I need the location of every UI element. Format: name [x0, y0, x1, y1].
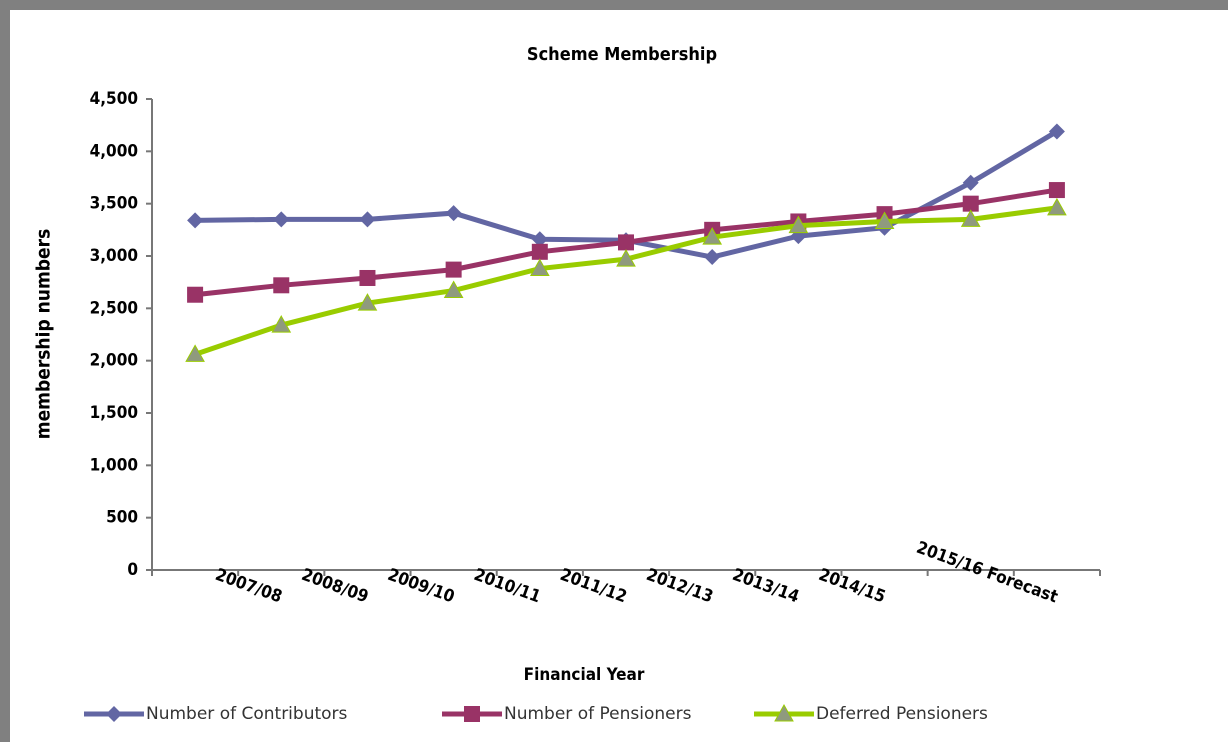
y-axis-label: membership numbers [33, 229, 55, 439]
y-tick-label: 3,500 [90, 194, 138, 214]
marker [359, 269, 376, 286]
marker [187, 212, 204, 229]
y-tick-label: 500 [106, 508, 138, 528]
marker [774, 703, 794, 722]
legend-label: Number of Contributors [146, 704, 348, 724]
marker [271, 315, 292, 333]
y-tick-label: 2,500 [90, 298, 138, 318]
y-tick-label: 1,500 [90, 403, 138, 423]
marker [960, 209, 981, 227]
marker [187, 286, 204, 303]
y-tick-label: 2,000 [90, 351, 138, 371]
x-tick-label: 2009/10 [385, 565, 457, 608]
marker [273, 277, 290, 294]
marker [962, 174, 979, 191]
legend-label: Deferred Pensioners [816, 704, 988, 724]
marker [443, 280, 464, 299]
marker [962, 195, 979, 212]
marker [1048, 123, 1065, 140]
marker [874, 211, 895, 229]
marker [359, 211, 376, 228]
chart-title: Scheme Membership [527, 44, 717, 65]
y-tick-label: 1,000 [90, 455, 138, 475]
legend-label: Number of Pensioners [504, 704, 692, 724]
marker [788, 215, 809, 234]
x-tick-label: 2011/12 [557, 565, 629, 608]
marker [1047, 197, 1067, 216]
marker [357, 293, 378, 311]
marker [464, 706, 480, 722]
marker [704, 249, 721, 266]
marker [445, 261, 462, 278]
y-tick-label: 0 [127, 560, 138, 580]
y-tick-label: 3,000 [90, 246, 138, 266]
marker [1048, 182, 1065, 199]
marker [618, 234, 634, 251]
marker [445, 205, 462, 222]
x-tick-label: 2010/11 [471, 565, 543, 608]
marker [531, 243, 548, 260]
marker [185, 344, 205, 362]
y-tick-label: 4,500 [90, 89, 138, 109]
x-tick-label: 2013/14 [730, 565, 802, 608]
x-tick-label: 2007/08 [213, 565, 285, 608]
marker [702, 227, 723, 245]
x-tick-label: 2008/09 [299, 565, 371, 608]
x-axis-label: Financial Year [524, 665, 645, 685]
y-tick-label: 4,000 [90, 141, 138, 161]
x-tick-label: 2014/15 [816, 565, 888, 608]
marker [529, 258, 550, 277]
marker [531, 231, 548, 248]
marker [106, 706, 122, 722]
x-tick-label: 2012/13 [644, 565, 716, 608]
marker [616, 249, 636, 267]
x-tick-label: 2015/16 Forecast [914, 538, 1061, 608]
marker [273, 211, 290, 228]
